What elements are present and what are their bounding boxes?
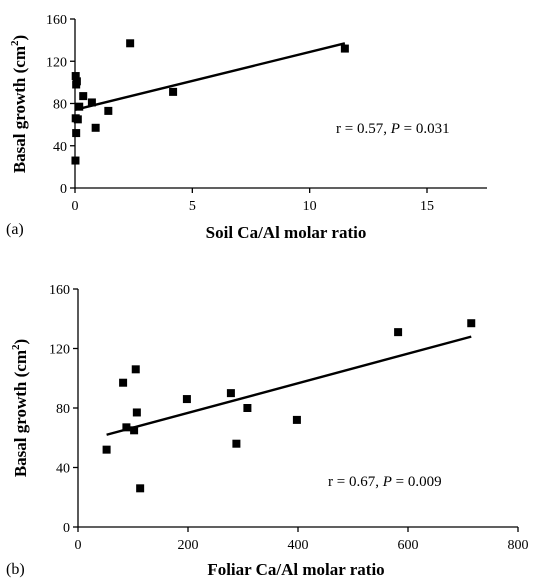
panel-a-data-point (71, 156, 80, 165)
panel-a-trendline (74, 42, 346, 112)
panel-b-y-tick-label: 120 (49, 343, 70, 358)
panel-a: 0 40 80 120 160 0 5 10 15 r = 0.57, P = 0.031 B… (6, 13, 487, 242)
panel-b-correlation-annotation: r = 0.67, P = 0.009 (328, 474, 442, 490)
panel-b-y-tick-label: 40 (56, 462, 70, 477)
panel-b-y-tick-label: 80 (56, 402, 70, 417)
panel-a-correlation-annotation: r = 0.57, P = 0.031 (336, 121, 450, 137)
panel-b: 0 40 80 120 160 0 200 400 600 800 r = 0.67, P = … (6, 283, 529, 579)
panel-a-y-tick-label: 0 (60, 182, 67, 197)
panel-b-data-point (467, 319, 476, 328)
panel-a-data-point (340, 44, 349, 53)
panel-b-data-point (102, 445, 111, 454)
panel-a-data-point (91, 123, 100, 132)
panel-b-y-axis-label: Basal growth (cm2) (10, 339, 30, 477)
panel-b-y-tick-label: 160 (49, 283, 70, 298)
panel-b-x-tick-label: 800 (508, 538, 529, 553)
panel-b-label: (b) (6, 561, 25, 578)
panel-a-data-point (72, 129, 81, 138)
panel-b-data-point (131, 365, 140, 374)
panel-a-data-point (71, 72, 80, 81)
panel-a-data-point (73, 115, 82, 124)
panel-b-data-point (132, 408, 141, 417)
panel-b-x-axis-label: Foliar Ca/Al molar ratio (207, 560, 384, 579)
panel-a-data-point (79, 92, 88, 101)
panel-a-y-tick-label: 80 (53, 98, 67, 113)
panel-a-data-point (126, 39, 135, 48)
panel-b-x-tick-label: 600 (398, 538, 419, 553)
panel-b-x-tick-label: 400 (288, 538, 309, 553)
panel-b-x-tick-label: 0 (75, 538, 82, 553)
panel-b-data-point (122, 423, 131, 432)
panel-b-data-point (292, 415, 301, 424)
panel-b-data-point (130, 426, 139, 435)
panel-b-data-point (232, 439, 241, 448)
panel-b-data-point (119, 378, 128, 387)
panel-b-data-point (226, 389, 235, 398)
panel-a-x-tick-label: 5 (189, 199, 196, 214)
panel-a-data-point (75, 102, 84, 111)
panel-b-y-tick-label: 0 (63, 521, 70, 536)
panel-a-label: (a) (6, 221, 24, 238)
panel-a-y-tick-label: 120 (46, 55, 67, 70)
panel-b-data-point (136, 484, 145, 493)
panel-a-x-tick-label: 10 (303, 199, 317, 214)
panel-a-axes (74, 19, 487, 189)
panel-a-y-tick-label: 40 (53, 140, 67, 155)
panel-b-points (102, 319, 476, 493)
panel-a-y-ticks: 0 40 80 120 160 (46, 13, 75, 197)
panel-a-data-point (104, 106, 113, 115)
panel-a-y-tick-label: 160 (46, 13, 67, 28)
panel-a-data-point (87, 98, 96, 107)
panel-b-x-ticks: 0 200 400 600 800 (75, 527, 529, 553)
panel-b-trendline (106, 335, 472, 436)
panel-a-data-point (72, 80, 81, 89)
panel-b-y-ticks: 0 40 80 120 160 (49, 283, 78, 536)
panel-a-x-tick-label: 0 (72, 199, 79, 214)
panel-a-data-point (169, 87, 178, 96)
panel-a-x-axis-label: Soil Ca/Al molar ratio (206, 223, 367, 242)
panel-a-x-tick-label: 15 (420, 199, 434, 214)
panel-a-x-ticks: 0 5 10 15 (72, 188, 434, 214)
panel-a-points (71, 39, 349, 165)
panel-b-data-point (182, 395, 191, 404)
panel-b-data-point (394, 328, 403, 337)
panel-b-x-tick-label: 200 (178, 538, 199, 553)
panel-a-y-axis-label: Basal growth (cm2) (9, 35, 29, 173)
panel-b-data-point (243, 404, 252, 412)
